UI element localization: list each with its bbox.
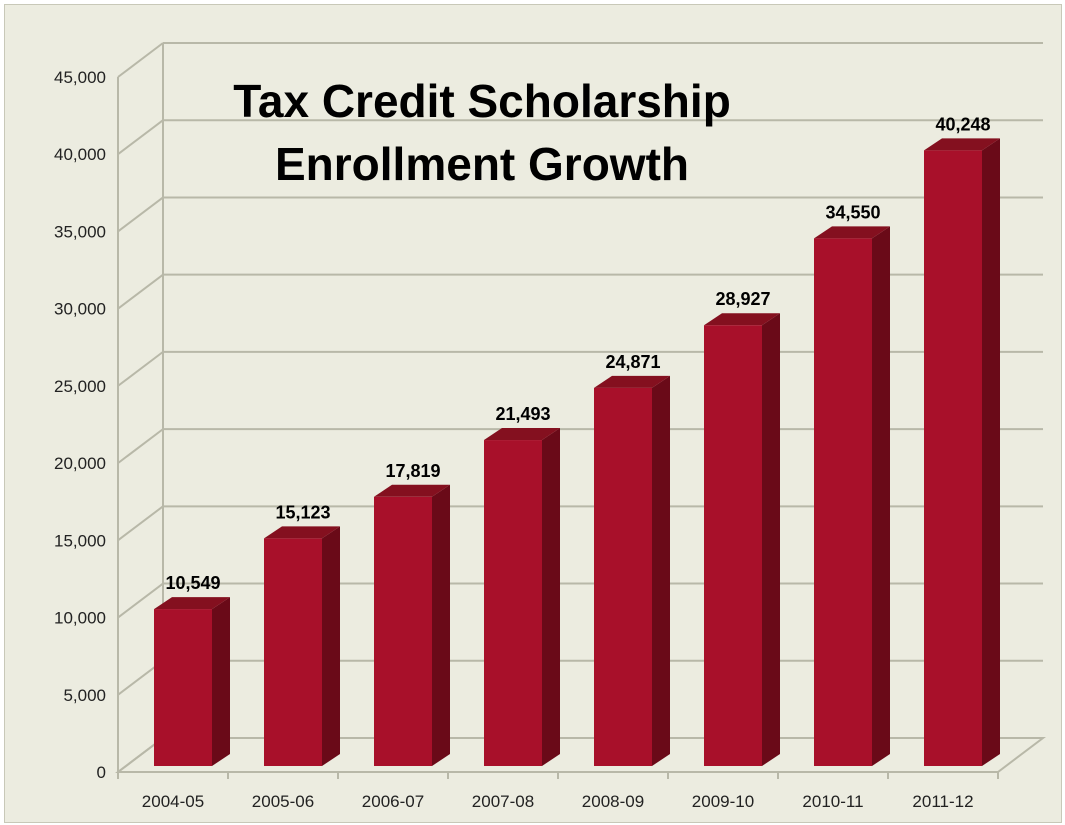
bar-side: [872, 226, 890, 767]
y-tick-label: 10,000: [54, 609, 106, 628]
bar-top: [594, 375, 670, 388]
bar-side: [762, 313, 780, 766]
bar-top: [924, 138, 1000, 151]
bar: [814, 238, 872, 767]
gridline-depth: [117, 351, 164, 387]
bar: [264, 538, 322, 766]
y-tick-label: 25,000: [54, 377, 106, 396]
chart-frame: 0 5,000 10,000 15,000 20,000 25,000 30,000 35,0…: [4, 4, 1062, 823]
bar-top: [374, 484, 450, 497]
x-tick-label: 2006-07: [362, 792, 424, 811]
y-tick-label: 0: [97, 763, 106, 782]
gridline-depth: [117, 42, 164, 78]
bar: [594, 387, 652, 766]
bar: [704, 325, 762, 766]
gridline-depth: [117, 428, 164, 464]
y-tick-label: 5,000: [63, 686, 106, 705]
y-tick-label: 30,000: [54, 300, 106, 319]
bar-side: [322, 526, 340, 766]
bar: [154, 609, 212, 766]
data-label: 28,927: [715, 289, 770, 309]
label-layer: 0 5,000 10,000 15,000 20,000 25,000 30,000 35,0…: [54, 68, 991, 811]
bar-side: [542, 428, 560, 766]
gridline-depth: [117, 196, 164, 233]
y-tick-label: 20,000: [54, 454, 106, 473]
chart-title-line-1: Tax Credit Scholarship: [233, 75, 731, 127]
bar-top: [264, 526, 340, 539]
y-tick-label: 15,000: [54, 531, 106, 550]
bar: [374, 496, 432, 766]
bar-layer: [154, 138, 1000, 767]
bar-side: [652, 375, 670, 766]
x-tick-label: 2008-09: [582, 792, 644, 811]
floor-plane: [115, 737, 1046, 773]
bar-top: [814, 226, 890, 239]
bar: [924, 150, 982, 767]
y-tick-label: 35,000: [54, 222, 106, 241]
y-tick-label: 40,000: [54, 145, 106, 164]
x-tick-label: 2007-08: [472, 792, 534, 811]
x-tick-label: 2011-12: [912, 792, 973, 811]
data-label: 15,123: [275, 502, 330, 522]
data-label: 34,550: [825, 202, 880, 222]
gridline-depth: [117, 582, 164, 619]
x-tick-label: 2009-10: [692, 792, 754, 811]
y-tick-label: 45,000: [54, 68, 106, 87]
x-tick-label: 2004-05: [142, 792, 204, 811]
gridline-depth: [117, 119, 164, 156]
x-tick-label: 2010-11: [802, 792, 863, 811]
data-label: 40,248: [935, 114, 990, 134]
bar-side: [212, 597, 230, 766]
bar-side: [432, 484, 450, 766]
chart-title-line-2: Enrollment Growth: [275, 138, 689, 190]
bar-top: [484, 428, 560, 441]
bar-side: [982, 138, 1000, 767]
bar: [484, 440, 542, 766]
bar-top: [154, 597, 230, 610]
x-tick-label: 2005-06: [252, 792, 314, 811]
data-label: 21,493: [495, 404, 550, 424]
bar-chart: 0 5,000 10,000 15,000 20,000 25,000 30,000 35,0…: [54, 42, 1046, 811]
data-label: 24,871: [605, 352, 660, 372]
gridline-depth: [117, 505, 164, 542]
gridline-depth: [117, 273, 164, 310]
data-label: 17,819: [385, 461, 440, 481]
bar-top: [704, 313, 780, 326]
data-label: 10,549: [165, 573, 220, 593]
